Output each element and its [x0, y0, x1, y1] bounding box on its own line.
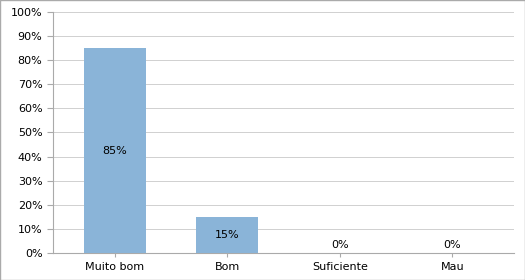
- Text: 85%: 85%: [102, 146, 127, 155]
- Text: 15%: 15%: [215, 230, 239, 240]
- Text: 0%: 0%: [331, 240, 349, 250]
- Bar: [196, 216, 258, 253]
- Bar: [84, 48, 145, 253]
- Text: 0%: 0%: [444, 240, 461, 250]
